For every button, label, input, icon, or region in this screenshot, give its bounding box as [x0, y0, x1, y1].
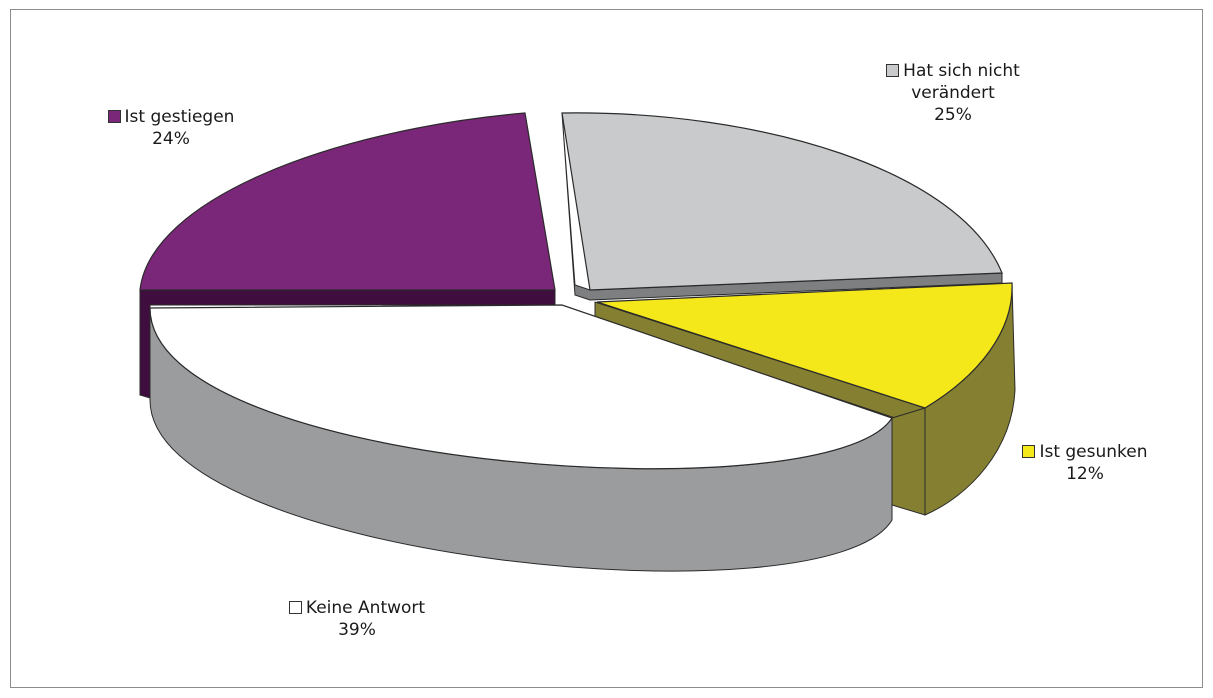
legend-swatch-ist-gestiegen [107, 110, 121, 123]
label-value-keine-antwort: 39% [338, 620, 376, 640]
slice-top-ist-gestiegen [139, 112, 556, 291]
legend-swatch-keine-antwort [288, 601, 302, 614]
label-ist-gestiegen: Ist gestiegen 24% [96, 106, 246, 150]
label-text-hat-sich-nicht-veraendert-1: Hat sich nicht [903, 61, 1020, 81]
label-text-keine-antwort: Keine Antwort [305, 598, 426, 618]
legend-swatch-hat-sich-nicht-veraendert [886, 64, 900, 77]
legend-swatch-ist-gesunken [1022, 445, 1036, 458]
slice-side-ist-gesunken-left [891, 407, 926, 516]
label-value-ist-gesunken: 12% [1066, 464, 1104, 484]
label-text-ist-gesunken: Ist gesunken [1039, 442, 1148, 462]
label-keine-antwort: Keine Antwort 39% [262, 597, 452, 641]
label-ist-gesunken: Ist gesunken 12% [1010, 441, 1160, 485]
slice-top-hat-sich-nicht-veraendert [561, 112, 1003, 291]
slice-side-hat-sich-nicht-veraendert [561, 112, 1003, 301]
slice-top-keine-antwort [149, 304, 893, 470]
label-text-hat-sich-nicht-veraendert-2: verändert [911, 83, 995, 103]
slice-top-ist-gesunken [596, 282, 1013, 409]
label-value-hat-sich-nicht-veraendert: 25% [934, 105, 972, 125]
label-text-ist-gestiegen: Ist gestiegen [124, 107, 235, 127]
label-value-ist-gestiegen: 24% [152, 129, 190, 149]
label-hat-sich-nicht-veraendert: Hat sich nicht verändert 25% [868, 60, 1038, 126]
